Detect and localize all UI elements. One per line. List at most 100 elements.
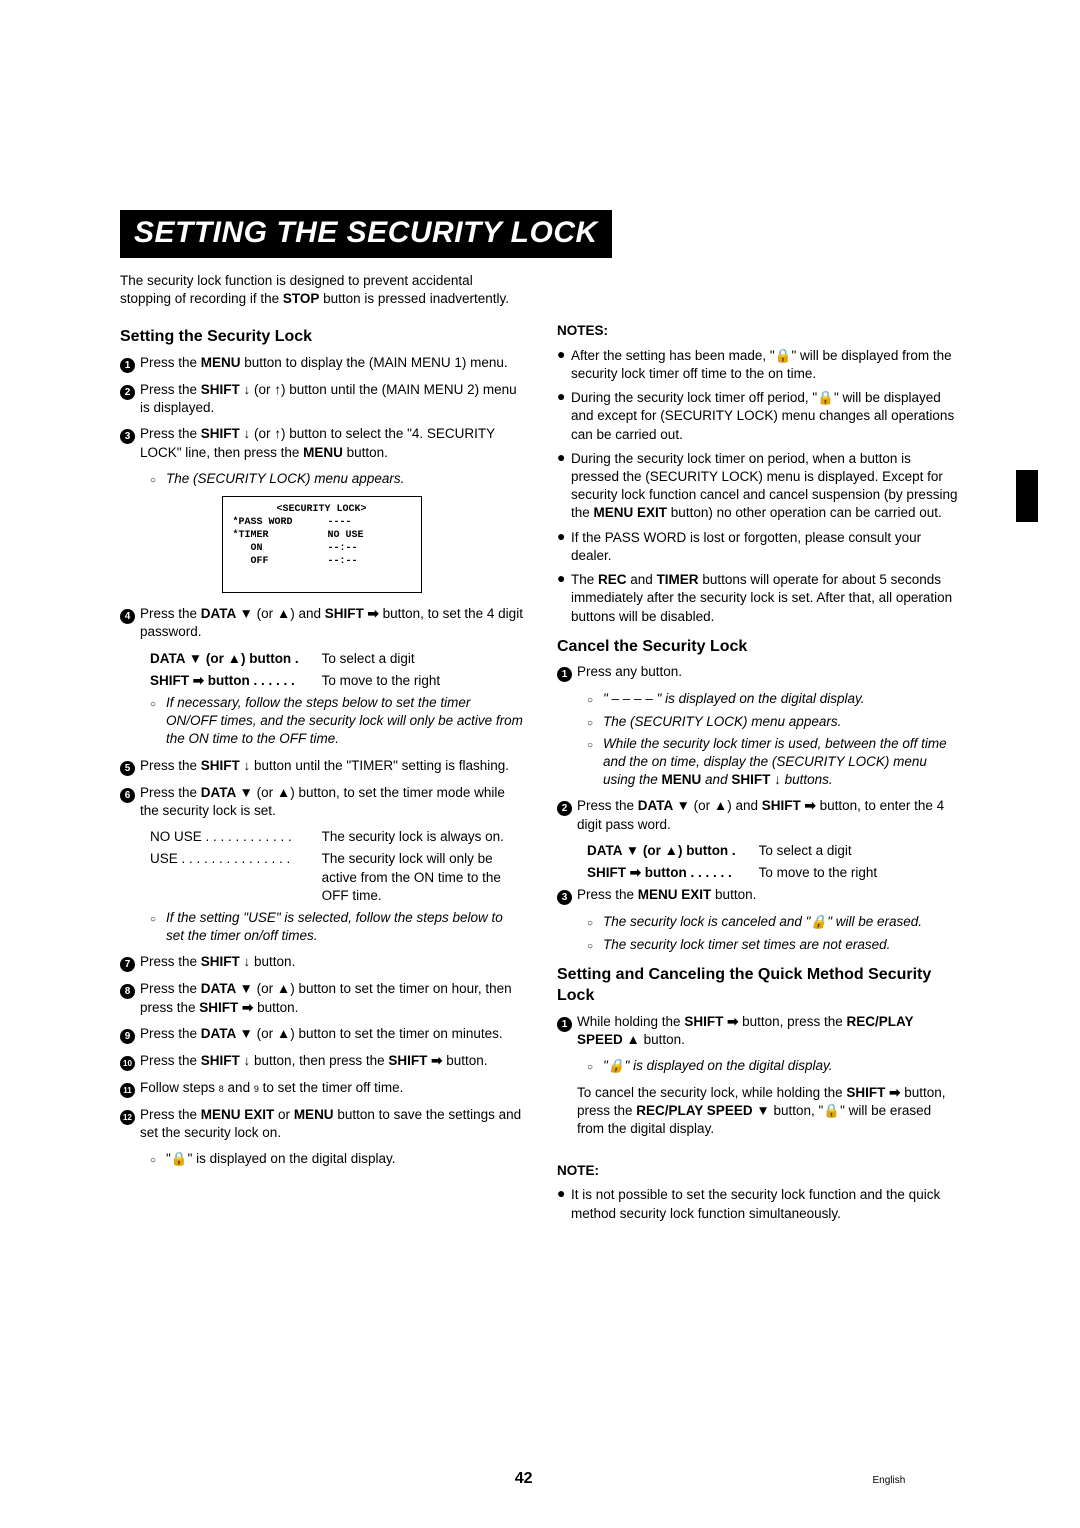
- step-9: 9Press the DATA ▼ (or ▲) button to set t…: [120, 1025, 523, 1044]
- step-3-note: The (SECURITY LOCK) menu appears.: [120, 470, 523, 488]
- step-7: 7Press the SHIFT ↓ button.: [120, 953, 523, 972]
- thumb-tab: [1016, 470, 1038, 522]
- text: Press the: [140, 758, 201, 773]
- notes-heading: NOTES:: [557, 322, 960, 340]
- text: and: [701, 772, 731, 787]
- text: SHIFT ➡: [325, 606, 379, 621]
- text: DATA ▼: [201, 606, 253, 621]
- text: and: [627, 572, 657, 587]
- text: MENU: [662, 772, 702, 787]
- ring-icon: [587, 913, 597, 931]
- step-1: 1Press the MENU button to display the (M…: [120, 354, 523, 373]
- text: button is pressed inadvertently.: [319, 291, 509, 306]
- text: To select a digit: [759, 842, 960, 860]
- text: Press the: [577, 887, 638, 902]
- text: SHIFT ➡ button . . . . . .: [587, 865, 732, 880]
- step-5: 5Press the SHIFT ↓ button until the "TIM…: [120, 757, 523, 776]
- text: button until the "TIMER" setting is flas…: [250, 758, 509, 773]
- cancel-step-2: 2Press the DATA ▼ (or ▲) and SHIFT ➡ but…: [557, 797, 960, 833]
- text: SHIFT ↓: [731, 772, 781, 787]
- text: button.: [442, 1053, 487, 1068]
- text: The security lock is canceled and "🔒" wi…: [603, 913, 922, 931]
- kv-row: DATA ▼ (or ▲) button .To select a digit: [557, 842, 960, 860]
- text: button.: [253, 1000, 298, 1015]
- step-2: 2Press the SHIFT ↓ (or ↑) button until t…: [120, 381, 523, 417]
- note-heading: NOTE:: [557, 1162, 960, 1180]
- text: MENU EXIT: [201, 1107, 275, 1122]
- text: Follow steps: [140, 1080, 219, 1095]
- text: MENU: [294, 1107, 334, 1122]
- note-item: ●After the setting has been made, "🔒" wi…: [557, 347, 960, 383]
- text: Press the: [140, 785, 201, 800]
- page: SETTING THE SECURITY LOCK The security l…: [0, 0, 1080, 1289]
- num-icon: 6: [120, 788, 135, 803]
- step-10: 10Press the SHIFT ↓ button, then press t…: [120, 1052, 523, 1071]
- text: *TIMER: [233, 529, 328, 542]
- columns: Setting the Security Lock 1 Press the MEN…: [120, 322, 960, 1228]
- text: SHIFT ↓: [201, 954, 251, 969]
- step-6-note: If the setting "USE" is selected, follow…: [120, 909, 523, 945]
- ring-icon: [587, 690, 597, 708]
- step-8: 8Press the DATA ▼ (or ▲) button to set t…: [120, 980, 523, 1016]
- text: TIMER: [657, 572, 699, 587]
- kv-row: NO USE . . . . . . . . . . . .The securi…: [120, 828, 523, 846]
- text: Press the: [140, 355, 201, 370]
- text: After the setting has been made, "🔒" wil…: [571, 347, 960, 383]
- quick-step-1: 1While holding the SHIFT ➡ button, press…: [557, 1013, 960, 1049]
- text: Press the: [577, 798, 638, 813]
- num-icon: 1: [557, 1017, 572, 1032]
- num-icon: 10: [120, 1056, 135, 1071]
- section-heading: Setting the Security Lock: [120, 326, 523, 348]
- text: To cancel the security lock, while holdi…: [577, 1085, 846, 1100]
- text: or: [274, 1107, 294, 1122]
- text: If the PASS WORD is lost or forgotten, p…: [571, 529, 960, 565]
- text: DATA ▼: [201, 981, 253, 996]
- text: SHIFT ➡: [388, 1053, 442, 1068]
- text: "🔒" is displayed on the digital display.: [603, 1057, 833, 1075]
- text: button.: [343, 445, 388, 460]
- text: button.: [640, 1032, 685, 1047]
- footer: 42 English: [0, 1470, 1080, 1488]
- text: SHIFT ↓: [201, 1053, 251, 1068]
- text: The: [571, 572, 598, 587]
- ring-icon: [587, 936, 597, 954]
- text: Press the: [140, 1107, 201, 1122]
- text: OFF: [233, 555, 328, 568]
- ring-icon: [150, 694, 160, 749]
- text: During the security lock timer off perio…: [571, 389, 960, 444]
- text: The security lock timer set times are no…: [603, 936, 890, 954]
- text: "🔒" is displayed on the digital display.: [166, 1150, 396, 1168]
- text: Press the: [140, 606, 201, 621]
- text: MENU EXIT: [638, 887, 712, 902]
- ring-icon: [587, 713, 597, 731]
- quick-1-note: "🔒" is displayed on the digital display.: [557, 1057, 960, 1075]
- note-item: ●It is not possible to set the security …: [557, 1186, 960, 1222]
- text: DATA ▼: [201, 785, 253, 800]
- ring-icon: [150, 909, 160, 945]
- ring-icon: [150, 1150, 160, 1168]
- text: REC: [598, 572, 627, 587]
- text: NO USE . . . . . . . . . . . .: [150, 828, 322, 846]
- step-12: 12Press the MENU EXIT or MENU button to …: [120, 1106, 523, 1142]
- text: button.: [711, 887, 756, 902]
- num-icon: 1: [557, 667, 572, 682]
- kv-row: DATA ▼ (or ▲) button .To select a digit: [120, 650, 523, 668]
- text: --:--: [328, 555, 358, 568]
- num-icon: 1: [120, 358, 135, 373]
- text: MENU EXIT: [594, 505, 668, 520]
- intro-text: The security lock function is designed t…: [120, 272, 520, 308]
- num-icon: 2: [120, 385, 135, 400]
- step-11: 11Follow steps 8 and 9 to set the timer …: [120, 1079, 523, 1098]
- text: to set the timer off time.: [259, 1080, 404, 1095]
- text: SHIFT ➡: [684, 1014, 738, 1029]
- text: DATA ▼: [638, 798, 690, 813]
- kv-row: USE . . . . . . . . . . . . . . .The sec…: [120, 850, 523, 905]
- text: DATA ▼ (or ▲) button .: [150, 651, 299, 666]
- cancel-step-1: 1Press any button.: [557, 663, 960, 682]
- text: SHIFT ↓: [201, 382, 251, 397]
- text: The security lock is always on.: [322, 828, 523, 846]
- cancel-step-3: 3Press the MENU EXIT button.: [557, 886, 960, 905]
- text: If necessary, follow the steps below to …: [166, 694, 523, 749]
- text: The (SECURITY LOCK) menu appears.: [603, 713, 841, 731]
- text: To move to the right: [322, 672, 523, 690]
